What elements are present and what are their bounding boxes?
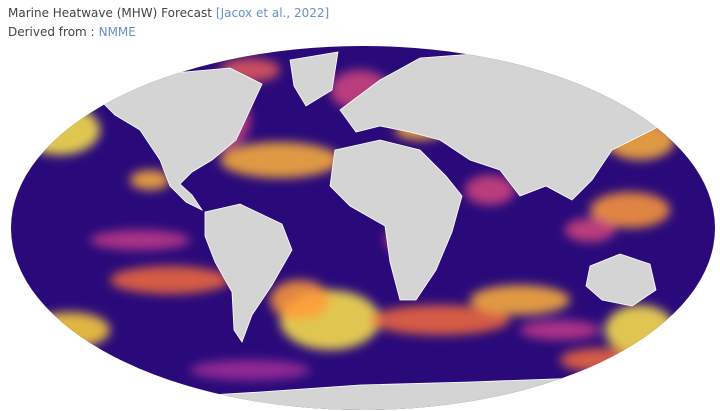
heat-patch: [465, 175, 515, 205]
heat-patch: [130, 170, 170, 190]
source-link[interactable]: NMME: [98, 25, 136, 39]
africa: [329, 139, 463, 301]
heat-patch: [605, 305, 675, 355]
source-line: Derived from : NMME: [8, 25, 136, 39]
heat-patch: [565, 218, 615, 242]
heat-patch: [90, 230, 190, 250]
heat-patch: [220, 142, 340, 178]
australia: [585, 253, 657, 307]
title: Marine Heatwave (MHW) Forecast: [8, 6, 212, 20]
heat-patch: [190, 360, 310, 380]
heat-patch: [560, 348, 640, 372]
heat-patch: [20, 105, 100, 155]
heat-patch: [470, 285, 570, 315]
title-line: Marine Heatwave (MHW) Forecast [Jacox et …: [8, 6, 329, 20]
north-america: [94, 67, 263, 212]
map-clip: [11, 46, 715, 410]
south-america: [204, 203, 293, 343]
greenland: [289, 51, 339, 107]
citation-link[interactable]: [Jacox et al., 2022]: [215, 6, 330, 20]
source-label: Derived from :: [8, 25, 95, 39]
heat-patch: [370, 305, 510, 335]
heat-patch: [590, 192, 670, 228]
heat-patch: [270, 280, 330, 320]
heat-patch: [30, 312, 110, 348]
heat-patch: [110, 266, 230, 294]
heat-patch: [520, 320, 600, 340]
